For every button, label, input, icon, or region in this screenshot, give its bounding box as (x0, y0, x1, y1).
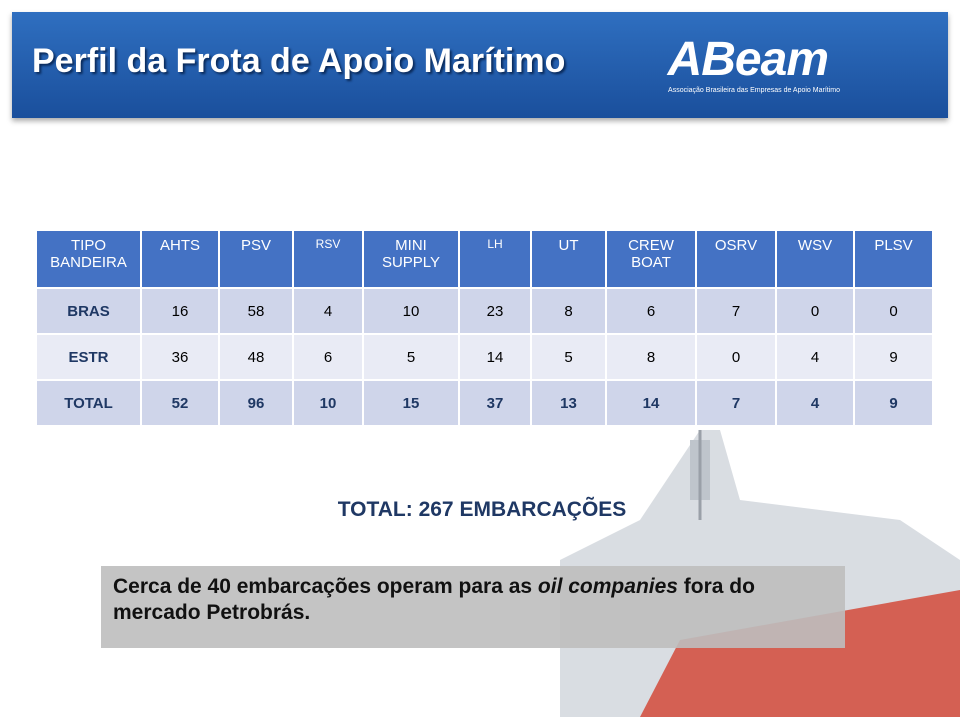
table-cell: 15 (362, 379, 460, 427)
header-cell: TIPO BANDEIRA (35, 229, 142, 289)
header-cell: UT (530, 229, 607, 289)
table-cell: 96 (218, 379, 294, 427)
table-row: TOTAL 52 96 10 15 37 13 14 7 4 9 (35, 379, 934, 427)
table-cell: 9 (853, 333, 934, 381)
header-cell: LH (458, 229, 532, 289)
header-cell: PLSV (853, 229, 934, 289)
table-cell: 5 (530, 333, 607, 381)
table-cell: 6 (605, 287, 697, 335)
note-italic: oil companies (537, 575, 678, 598)
table-cell: 7 (695, 287, 777, 335)
table-row: BRAS 16 58 4 10 23 8 6 7 0 0 (35, 287, 934, 335)
note-text: fora do mercado Petrobrás. (113, 575, 755, 624)
table-cell: 10 (362, 287, 460, 335)
table-cell: 4 (775, 333, 855, 381)
note-text: Cerca de 40 embarcações operam para as (113, 575, 538, 598)
header-cell: MINI SUPPLY (362, 229, 460, 289)
header-banner: Perfil da Frota de Apoio Marítimo ABeam … (12, 12, 948, 118)
table-cell: 48 (218, 333, 294, 381)
table-cell: 36 (140, 333, 220, 381)
header-cell: RSV (292, 229, 364, 289)
total-text: TOTAL: 267 EMBARCAÇÕES (337, 498, 627, 521)
table-cell: 14 (605, 379, 697, 427)
table-cell: 5 (362, 333, 460, 381)
slide-title: Perfil da Frota de Apoio Marítimo (32, 42, 566, 80)
fleet-table: TIPO BANDEIRA AHTS PSV RSV MINI SUPPLY LH UT CR… (35, 229, 934, 427)
logo: ABeam (667, 33, 829, 86)
header-cell: CREW BOAT (605, 229, 697, 289)
table-cell: 58 (218, 287, 294, 335)
note-box: Cerca de 40 embarcações operam para as o… (101, 566, 845, 648)
table-cell: 9 (853, 379, 934, 427)
table-cell: 37 (458, 379, 532, 427)
table-cell: TOTAL (35, 379, 142, 427)
table-cell: 6 (292, 333, 364, 381)
logo-subtitle: Associação Brasileira das Empresas de Ap… (668, 87, 840, 94)
table-cell: 8 (605, 333, 697, 381)
table-cell: 4 (292, 287, 364, 335)
table-cell: BRAS (35, 287, 142, 335)
header-cell: OSRV (695, 229, 777, 289)
table-cell: 13 (530, 379, 607, 427)
header-cell: WSV (775, 229, 855, 289)
table-cell: 0 (695, 333, 777, 381)
table-cell: 52 (140, 379, 220, 427)
table-row: ESTR 36 48 6 5 14 5 8 0 4 9 (35, 333, 934, 381)
table-cell: ESTR (35, 333, 142, 381)
header-cell: AHTS (140, 229, 220, 289)
table-cell: 14 (458, 333, 532, 381)
table-cell: 23 (458, 287, 532, 335)
header-row: TIPO BANDEIRA AHTS PSV RSV MINI SUPPLY LH UT CR… (35, 229, 934, 289)
table-cell: 4 (775, 379, 855, 427)
table-cell: 7 (695, 379, 777, 427)
table-cell: 16 (140, 287, 220, 335)
table-cell: 10 (292, 379, 364, 427)
table-cell: 0 (853, 287, 934, 335)
header-cell: PSV (218, 229, 294, 289)
table-cell: 8 (530, 287, 607, 335)
table-cell: 0 (775, 287, 855, 335)
